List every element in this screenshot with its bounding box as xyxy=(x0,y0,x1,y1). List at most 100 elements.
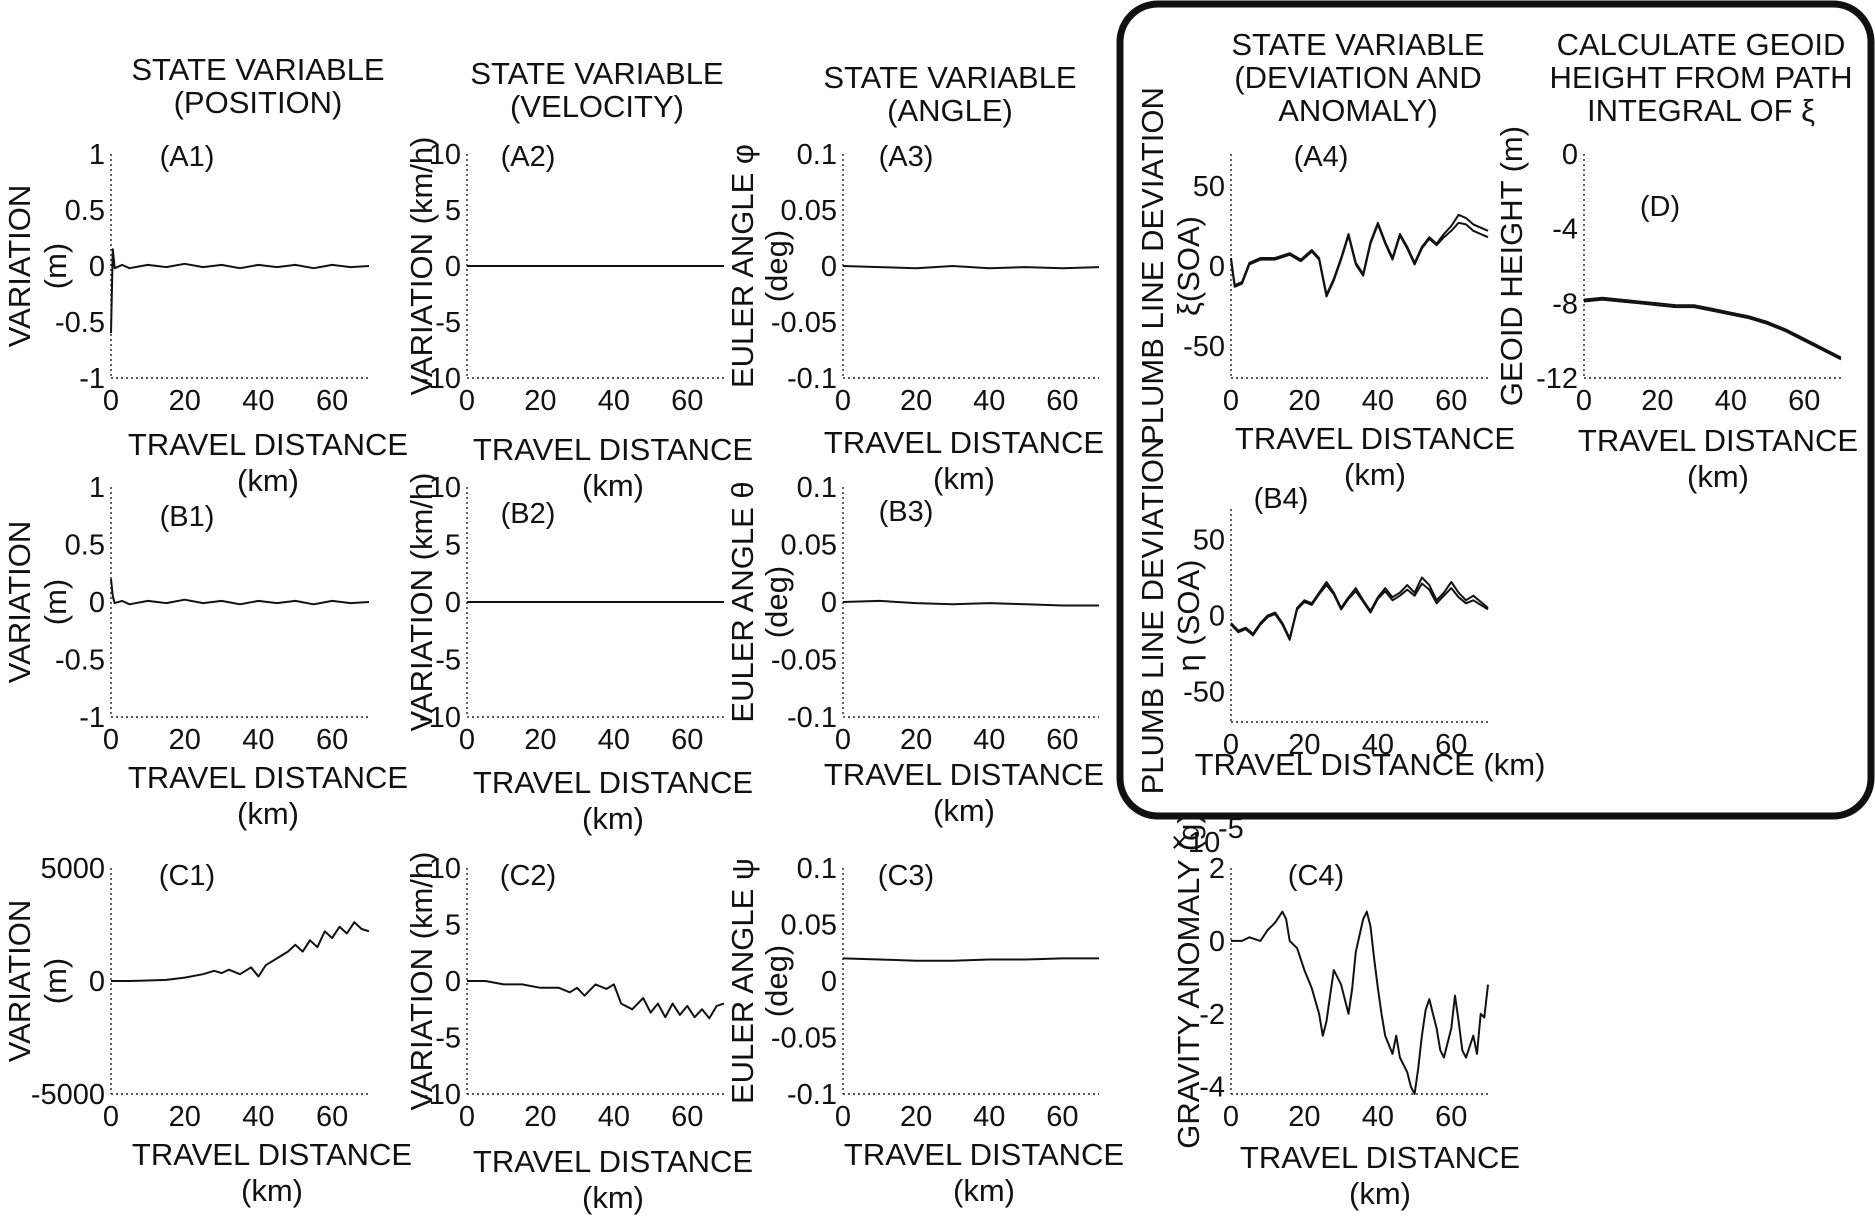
title-geoid-line3: INTEGRAL OF ξ xyxy=(1587,93,1815,128)
y-tick-label: 0 xyxy=(89,251,105,283)
y-tick-label: -5 xyxy=(435,307,461,339)
y-tick-label: -0.1 xyxy=(787,702,837,734)
x-tick-label: 20 xyxy=(169,385,201,417)
x-tick-label: 0 xyxy=(459,724,475,756)
x-axis-label: TRAVEL DISTANCE xyxy=(844,1137,1124,1172)
y-axis-label: (m) xyxy=(38,579,73,625)
x-tick-label: 0 xyxy=(459,385,475,417)
x-tick-label: 20 xyxy=(524,385,556,417)
x-axis-label: (km) xyxy=(582,468,644,503)
y-tick-label: 0 xyxy=(445,587,461,619)
x-tick-label: 60 xyxy=(316,724,348,756)
x-tick-label: 40 xyxy=(598,724,630,756)
x-axis-label: (km) xyxy=(241,1173,303,1208)
y-tick-label: 5 xyxy=(445,195,461,227)
title-velocity-line2: (VELOCITY) xyxy=(510,89,684,124)
x-tick-label: 20 xyxy=(900,1101,932,1133)
x-tick-label: 0 xyxy=(1576,385,1592,417)
multiplier-label: ×10 xyxy=(1171,827,1220,859)
panel-b1: 0 20 40 60 -1 -0.5 0 0.5 1 (B1) TRAVEL DISTANCE(km… xyxy=(2,472,408,831)
x-tick-label: 20 xyxy=(524,724,556,756)
series-line-a4-1 xyxy=(1230,221,1489,298)
x-tick-label: 60 xyxy=(1046,385,1078,417)
x-axis-label: TRAVEL DISTANCE xyxy=(1240,1140,1520,1175)
highlight-box xyxy=(1116,0,1875,820)
x-tick-label: 0 xyxy=(103,724,119,756)
series-line-d-1 xyxy=(1583,296,1842,359)
y-tick-label: 0.1 xyxy=(797,139,837,171)
x-tick-label: 60 xyxy=(1046,724,1078,756)
y-tick-label: 0.5 xyxy=(65,195,105,227)
panel-a2: 0 20 40 60 -10 -5 0 5 10 (A2) TRAVEL DISTANCE(km) V… xyxy=(404,137,753,503)
x-tick-label: 20 xyxy=(900,724,932,756)
x-tick-label: 60 xyxy=(1788,385,1820,417)
series-line-d-0 xyxy=(1583,298,1842,361)
x-tick-label: 40 xyxy=(1362,385,1394,417)
panel-label: (A3) xyxy=(879,141,934,173)
y-tick-label: -10 xyxy=(419,702,461,734)
panel-d: 0 20 40 60 -12 -8 -4 0 (D) TRAVEL DISTANCE(km) GEO… xyxy=(1494,126,1858,494)
x-axis-label: (km) xyxy=(933,793,995,828)
y-tick-label: -5 xyxy=(435,1023,461,1055)
x-tick-label: 20 xyxy=(1288,385,1320,417)
panel-label: (A1) xyxy=(160,141,215,173)
x-axis-label: TRAVEL DISTANCE xyxy=(128,427,408,462)
y-axis-label: VARIATION (km/h) xyxy=(404,852,439,1111)
x-tick-label: 0 xyxy=(459,1101,475,1133)
panel-label: (C3) xyxy=(878,860,934,892)
x-tick-label: 40 xyxy=(242,724,274,756)
y-tick-label: 0 xyxy=(1209,601,1225,633)
y-axis-label: η (SOA) xyxy=(1171,560,1206,672)
x-axis-label: (km) xyxy=(237,796,299,831)
y-tick-label: -0.1 xyxy=(787,363,837,395)
title-deviation-line3: ANOMALY) xyxy=(1278,93,1438,128)
y-tick-label: 50 xyxy=(1193,524,1225,556)
x-axis-label: TRAVEL DISTANCE xyxy=(1578,423,1858,458)
x-axis-label: (km) xyxy=(1687,459,1749,494)
series-line-a3-0 xyxy=(842,265,1100,270)
x-axis-label: TRAVEL DISTANCE xyxy=(473,432,753,467)
y-tick-label: 0 xyxy=(821,251,837,283)
series-line-b3-0 xyxy=(842,599,1099,607)
y-tick-label: 50 xyxy=(1193,171,1225,203)
y-tick-label: 0.1 xyxy=(797,853,837,885)
y-tick-label: -10 xyxy=(419,1079,461,1111)
x-axis-label: (km) xyxy=(933,461,995,496)
y-tick-label: 1 xyxy=(89,472,105,504)
y-tick-label: -4 xyxy=(1552,214,1578,246)
series-line-c1-0 xyxy=(111,921,370,982)
y-tick-label: 5 xyxy=(445,910,461,942)
series-line-c4-0 xyxy=(1231,910,1489,1095)
y-tick-label: 10 xyxy=(429,139,461,171)
y-axis-label: (m) xyxy=(38,958,73,1004)
y-axis-label: PLUMB LINE DEVIATION xyxy=(1135,437,1170,795)
x-tick-label: 40 xyxy=(1715,385,1747,417)
x-tick-label: 0 xyxy=(1223,729,1239,761)
x-tick-label: 40 xyxy=(598,385,630,417)
y-axis-label: PLUMB LINE DEVIATION xyxy=(1135,87,1170,445)
x-axis-label: TRAVEL DISTANCE xyxy=(1235,421,1515,456)
panel-label: (A4) xyxy=(1294,141,1349,173)
y-axis-label: ξ(SOA) xyxy=(1171,216,1206,316)
panel-b4: 0 20 40 60 -50 0 50 (B4) TRAVEL DISTANCE (km) PLU… xyxy=(1135,437,1545,795)
panel-c4: 0 20 40 60 -4 -2 0 2 (C4) TRAVEL DISTANCE(km) GRAV… xyxy=(1171,813,1520,1211)
y-tick-label: 0 xyxy=(1209,926,1225,958)
y-tick-label: 0.1 xyxy=(797,472,837,504)
x-tick-label: 60 xyxy=(316,385,348,417)
y-tick-label: -10 xyxy=(419,363,461,395)
x-tick-label: 0 xyxy=(103,1101,119,1133)
x-axis-label: (km) xyxy=(582,1180,644,1215)
series-line-b1-0 xyxy=(110,578,370,606)
x-tick-label: 40 xyxy=(242,385,274,417)
x-tick-label: 60 xyxy=(1435,729,1467,761)
x-tick-label: 60 xyxy=(316,1101,348,1133)
panel-label: (D) xyxy=(1640,191,1680,223)
y-tick-label: -50 xyxy=(1183,677,1225,709)
panel-label: (B1) xyxy=(160,501,215,533)
y-tick-label: -50 xyxy=(1183,331,1225,363)
y-tick-label: 10 xyxy=(429,853,461,885)
panel-label: (C4) xyxy=(1288,860,1344,892)
y-tick-label: 0.05 xyxy=(781,195,837,227)
x-tick-label: 0 xyxy=(1223,385,1239,417)
